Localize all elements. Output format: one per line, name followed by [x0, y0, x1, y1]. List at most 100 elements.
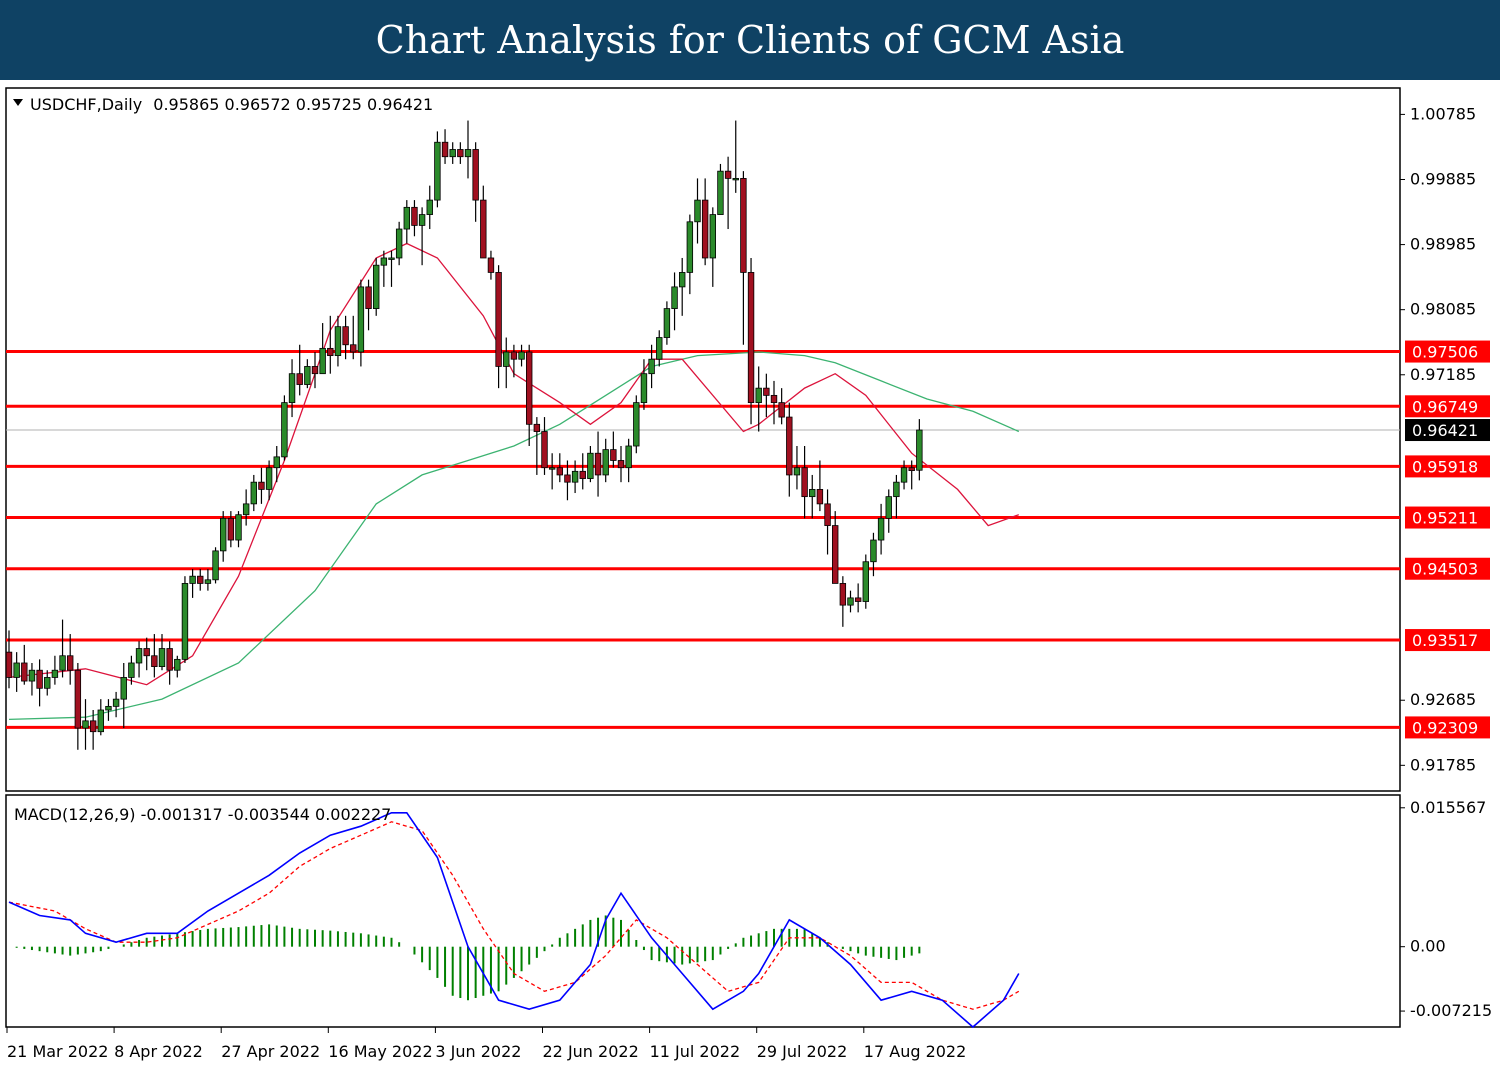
- candle-body: [166, 648, 173, 671]
- candle-body: [663, 308, 671, 338]
- candle-body: [74, 669, 82, 729]
- candle-body: [197, 575, 204, 584]
- date-tick-label: 27 Apr 2022: [221, 1042, 320, 1061]
- macd-tick-label: 0.015567: [1410, 798, 1486, 817]
- candle-body: [288, 373, 296, 404]
- candle-body: [495, 272, 502, 367]
- candle-body: [219, 517, 227, 552]
- title-banner: Chart Analysis for Clients of GCM Asia: [0, 0, 1500, 80]
- price-tick-label: 0.97185: [1410, 365, 1476, 384]
- candle-body: [854, 597, 862, 602]
- candle-body: [434, 141, 441, 201]
- macd-main-line: [8, 812, 1020, 1029]
- candle-body: [809, 489, 816, 498]
- date-tick-label: 8 Apr 2022: [114, 1042, 203, 1061]
- candle-body: [174, 658, 181, 671]
- candle-body: [457, 149, 464, 158]
- level-label: 0.96749: [1412, 397, 1478, 416]
- candle-body: [701, 199, 709, 259]
- macd-label: MACD(12,26,9) -0.001317 -0.003544 0.0022…: [14, 805, 391, 824]
- candle-body: [870, 539, 877, 563]
- candle-body: [610, 449, 617, 461]
- candle-body: [832, 525, 839, 584]
- candle-body: [671, 286, 678, 309]
- candle-body: [128, 662, 135, 678]
- candle-body: [617, 460, 625, 469]
- candle-body: [740, 178, 747, 273]
- macd-signal-line: [8, 821, 1020, 1010]
- level-label-bg: [1405, 506, 1490, 529]
- date-tick-label: 17 Aug 2022: [864, 1042, 967, 1061]
- candle-body: [908, 467, 915, 471]
- candle-body: [633, 402, 640, 447]
- candle-body: [694, 199, 701, 223]
- level-label-bg: [1405, 455, 1490, 478]
- candle-body: [717, 170, 724, 215]
- candle-body: [816, 489, 824, 505]
- candle-body: [181, 583, 189, 660]
- candle-body: [311, 366, 319, 375]
- date-tick-label: 21 Mar 2022: [7, 1042, 108, 1061]
- current-price-label-bg: [1405, 419, 1490, 442]
- candle-body: [648, 358, 655, 375]
- macd-panel-frame: [5, 794, 1401, 1028]
- candle-body: [36, 669, 43, 689]
- candle-body: [89, 720, 97, 733]
- candle-body: [916, 429, 923, 471]
- level-label-bg: [1405, 557, 1490, 580]
- candle-body: [900, 467, 908, 483]
- candle-body: [885, 496, 892, 519]
- macd-tick-label: 0.00: [1410, 937, 1446, 956]
- date-tick-label: 3 Jun 2022: [435, 1042, 521, 1061]
- candle-body: [189, 575, 196, 584]
- candle-body: [411, 206, 418, 226]
- candle-body: [786, 416, 793, 476]
- price-tick-label: 0.98985: [1410, 235, 1476, 254]
- price-tick-label: 0.91785: [1410, 755, 1476, 774]
- candle-body: [120, 677, 127, 700]
- candle-body: [640, 373, 648, 404]
- candle-body: [441, 141, 449, 158]
- candle-body: [158, 648, 166, 668]
- candle-body: [541, 431, 548, 469]
- candle-body: [380, 257, 388, 266]
- candle-body: [732, 178, 739, 181]
- macd-tick-label: -0.007215: [1410, 1001, 1492, 1020]
- candle-body: [350, 344, 357, 353]
- current-price-label: 0.96421: [1412, 421, 1478, 440]
- candle-body: [235, 514, 242, 541]
- ma-slow-line: [8, 351, 1020, 721]
- candle-body: [709, 214, 716, 259]
- candle-body: [510, 351, 518, 360]
- candle-body: [273, 456, 280, 469]
- candle-body: [564, 474, 571, 483]
- symbol-label: USDCHF,Daily 0.95865 0.96572 0.95725 0.9…: [30, 95, 433, 114]
- candle-body: [686, 221, 694, 273]
- level-label: 0.95211: [1412, 509, 1478, 528]
- candle-body: [5, 651, 13, 678]
- candle-body: [44, 677, 51, 689]
- candle-body: [304, 366, 311, 385]
- candle-body: [877, 517, 885, 541]
- candle-body: [395, 228, 403, 259]
- candle-body: [143, 648, 150, 657]
- banner-title: Chart Analysis for Clients of GCM Asia: [375, 18, 1125, 62]
- candle-body: [281, 402, 288, 458]
- chevron-down-icon[interactable]: [13, 99, 23, 106]
- candle-body: [793, 467, 801, 476]
- date-tick-label: 11 Jul 2022: [650, 1042, 741, 1061]
- candle-body: [587, 452, 594, 479]
- candle-body: [51, 669, 59, 678]
- candle-body: [319, 347, 326, 375]
- candle-body: [365, 286, 372, 309]
- candle-body: [135, 648, 143, 664]
- level-label-bg: [1405, 395, 1490, 418]
- candle-body: [212, 550, 219, 581]
- candle-body: [296, 373, 303, 385]
- candle-body: [357, 286, 365, 353]
- candle-body: [418, 214, 426, 226]
- levels-layer: 0.97506 0.96749 0.95918 0.95211 0.94503 0.935…: [6, 340, 1490, 739]
- candle-body: [847, 597, 854, 606]
- candle-body: [372, 264, 380, 309]
